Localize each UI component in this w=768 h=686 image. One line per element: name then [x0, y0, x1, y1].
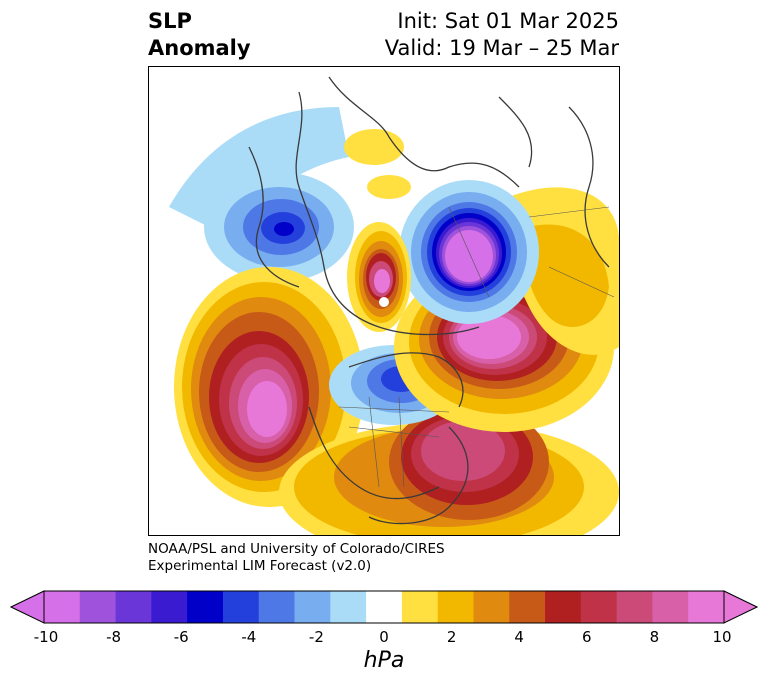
- colorbar-tick-label: 4: [514, 628, 524, 646]
- colorbar-swatch: [44, 591, 81, 623]
- colorbar-swatch: [616, 591, 653, 623]
- init-date: Init: Sat 01 Mar 2025: [397, 9, 619, 33]
- colorbar-tick-label: -6: [173, 628, 189, 646]
- colorbar-swatch: [545, 591, 582, 623]
- colorbar-swatch: [151, 591, 188, 623]
- colorbar-under-arrow: [10, 590, 45, 624]
- anomaly-shading: [169, 107, 619, 535]
- colorbar-swatch: [258, 591, 296, 623]
- colorbar-outline: [43, 590, 725, 624]
- colorbar-swatch: [294, 591, 331, 623]
- borders: [338, 206, 615, 488]
- slp-anomaly-map: [148, 66, 620, 536]
- colorbar-swatch: [473, 591, 510, 623]
- colorbar-swatch: [401, 591, 439, 623]
- title-line-slp: SLP: [148, 9, 192, 33]
- colorbar-swatch: [437, 591, 474, 623]
- map-title: SLP Anomaly: [148, 8, 251, 62]
- colorbar: [10, 590, 758, 624]
- colorbar-tick-label: -2: [308, 628, 324, 646]
- colorbar-swatch: [652, 591, 689, 623]
- valid-range: Valid: 19 Mar – 25 Mar: [384, 36, 619, 60]
- colorbar-over-arrow: [723, 590, 758, 624]
- colorbar-swatch: [688, 591, 725, 623]
- colorbar-tick-label: 0: [379, 628, 389, 646]
- forecast-dates: Init: Sat 01 Mar 2025 Valid: 19 Mar – 25…: [385, 8, 619, 62]
- colorbar-swatch: [79, 591, 117, 623]
- credit-text: NOAA/PSL and University of Colorado/CIRE…: [148, 541, 445, 575]
- colorbar-swatches: [10, 590, 758, 624]
- colorbar-tick-label: -4: [241, 628, 257, 646]
- colorbar-swatch: [509, 591, 546, 623]
- colorbar-tick-label: 6: [582, 628, 592, 646]
- colorbar-unit: hPa: [363, 648, 405, 673]
- credit-line1: NOAA/PSL and University of Colorado/CIRE…: [148, 541, 445, 557]
- colorbar-swatch: [115, 591, 152, 623]
- colorbar-swatch: [330, 591, 367, 623]
- colorbar-swatch: [222, 591, 260, 623]
- colorbar-swatch: [366, 591, 403, 623]
- colorbar-tick-label: -8: [106, 628, 122, 646]
- colorbar-tick-label: 10: [712, 628, 732, 646]
- colorbar-tick-label: 2: [446, 628, 457, 646]
- coastlines: [248, 76, 610, 525]
- credit-line2: Experimental LIM Forecast (v2.0): [148, 558, 372, 574]
- colorbar-swatch: [187, 591, 224, 623]
- map-canvas: [169, 76, 619, 535]
- title-line-anomaly: Anomaly: [148, 36, 251, 60]
- colorbar-swatch: [580, 591, 618, 623]
- colorbar-tick-label: 8: [649, 628, 660, 646]
- colorbar-tick-label: -10: [33, 628, 59, 646]
